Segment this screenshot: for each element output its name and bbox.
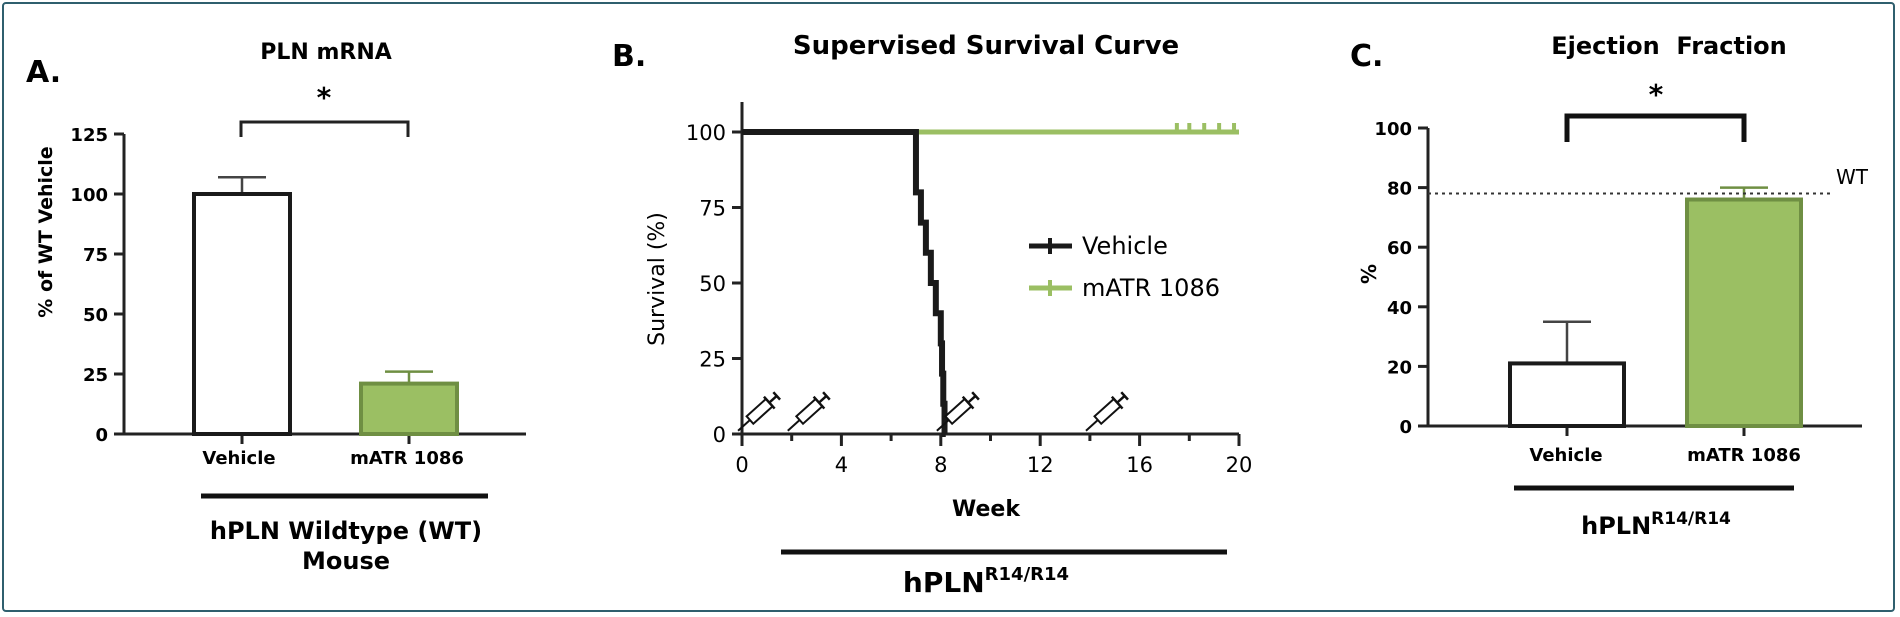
panel-a-significance-star: *	[317, 81, 332, 114]
panel-a-plot	[192, 175, 459, 437]
panel-c-y-tick-label: 100	[1374, 119, 1412, 140]
legend-label-vehicle: Vehicle	[1082, 232, 1168, 260]
panel-a-y-tick-label: 125	[70, 125, 108, 146]
panel-b-group-label-main: hPLN	[903, 566, 985, 599]
panel-b-group-label-sup: R14/R14	[985, 564, 1069, 585]
panel-c-category-matr1086: mATR 1086	[1687, 445, 1801, 466]
syringe-needle	[936, 419, 950, 432]
syringe-plunger-head	[1120, 391, 1129, 401]
syringe-plunger-head	[772, 391, 781, 401]
panel-a-y-axis: 0 25 50 75 100 125	[70, 125, 526, 446]
panel-c-y-tick-label: 0	[1399, 417, 1412, 438]
panel-b-y-tick-label: 100	[686, 121, 726, 145]
panel-b-x-tick-label: 20	[1226, 453, 1253, 477]
panel-c-category-vehicle: Vehicle	[1529, 445, 1602, 466]
syringe-plunger	[1116, 394, 1126, 404]
syringe-needle	[737, 419, 751, 432]
panel-b-y-tick-label: 0	[713, 423, 726, 447]
panel-b-x-tick-label: 16	[1126, 453, 1153, 477]
panel-c-group-label-main: hPLN	[1581, 512, 1651, 540]
panel-a-bar-1	[359, 381, 459, 437]
panel-b-x-tick-label: 4	[835, 453, 848, 477]
panel-b-axes: 0 25 50 75 100 0 4 8 12 16 20	[686, 102, 1252, 477]
panel-b: B. Supervised Survival Curve Survival (%…	[612, 31, 1252, 599]
panel-c-y-tick-label: 80	[1387, 179, 1412, 200]
panel-c-group-label-sup: R14/R14	[1651, 509, 1731, 529]
panel-b-legend: Vehicle mATR 1086	[1029, 232, 1220, 302]
panel-a-group-label-line1: hPLN Wildtype (WT)	[210, 517, 482, 545]
panel-a-y-tick-label: 25	[83, 365, 108, 386]
panel-c-y-tick-label: 60	[1387, 238, 1412, 259]
syringe-plunger-head	[971, 391, 980, 401]
syringe-icon	[787, 391, 831, 432]
syringe-plunger	[818, 394, 828, 404]
syringe-needle	[1085, 419, 1099, 432]
panel-a-y-tick-label: 100	[70, 185, 108, 206]
panel-c-reference-label: WT	[1836, 165, 1869, 189]
panel-c-plot	[1428, 186, 1832, 429]
panel-b-x-tick-label: 12	[1027, 453, 1054, 477]
panel-b-x-tick-label: 8	[934, 453, 947, 477]
panel-b-ylabel: Survival (%)	[645, 212, 670, 346]
panel-a: A. PLN mRNA % of WT Vehicle 0 25 50 75 100 12…	[26, 40, 526, 575]
panel-c-title: Ejection Fraction	[1551, 32, 1787, 60]
panel-a-bar-0	[192, 192, 292, 436]
syringe-plunger-head	[822, 391, 831, 401]
panel-b-series-vehicle-line	[742, 129, 948, 437]
syringe-icon	[1085, 391, 1129, 432]
panel-a-letter: A.	[26, 55, 61, 90]
panel-c-y-tick-label: 20	[1387, 357, 1412, 378]
panel-a-y-tick-label: 0	[95, 425, 108, 446]
panel-c-significance-bracket: *	[1564, 78, 1747, 142]
panel-b-x-tick-label: 0	[735, 453, 748, 477]
panel-c-bar-0	[1508, 361, 1626, 429]
panel-b-xlabel: Week	[952, 497, 1021, 522]
panel-c-significance-star: *	[1649, 78, 1664, 111]
panel-b-y-tick-label: 75	[699, 197, 726, 221]
panel-a-title: PLN mRNA	[260, 40, 392, 65]
panel-c: C. Ejection Fraction % 0 20 40 60 80 100 * WT…	[1350, 32, 1869, 540]
panel-c-group-label: hPLNR14/R14	[1581, 509, 1731, 540]
panel-b-title: Supervised Survival Curve	[793, 31, 1179, 61]
figure-canvas: A. PLN mRNA % of WT Vehicle 0 25 50 75 100 12…	[26, 31, 1869, 599]
syringe-icon	[737, 391, 781, 432]
panel-a-y-tick-label: 75	[83, 245, 108, 266]
panel-a-ylabel: % of WT Vehicle	[35, 146, 57, 317]
legend-item-vehicle: Vehicle	[1029, 232, 1168, 260]
panel-b-letter: B.	[612, 39, 646, 74]
panel-b-y-tick-label: 50	[699, 272, 726, 296]
panel-c-letter: C.	[1350, 39, 1383, 74]
syringe-plunger	[967, 394, 977, 404]
panel-b-y-tick-label: 25	[699, 348, 726, 372]
panel-b-group-label: hPLNR14/R14	[903, 564, 1069, 599]
panel-a-category-matr1086: mATR 1086	[350, 448, 464, 469]
panel-c-ylabel: %	[1357, 264, 1381, 284]
panel-a-category-vehicle: Vehicle	[202, 448, 275, 469]
panel-a-group-label-line2: Mouse	[302, 547, 390, 575]
syringe-icon	[936, 391, 980, 432]
panel-a-significance-bracket: *	[239, 81, 410, 137]
panel-c-bar-1	[1685, 197, 1803, 428]
legend-label-matr1086: mATR 1086	[1082, 274, 1220, 302]
syringe-plunger	[768, 394, 778, 404]
panel-a-y-tick-label: 50	[83, 305, 108, 326]
legend-item-matr1086: mATR 1086	[1029, 274, 1220, 302]
syringe-needle	[787, 419, 801, 432]
panel-c-y-tick-label: 40	[1387, 298, 1412, 319]
panel-b-plot	[737, 123, 1239, 437]
